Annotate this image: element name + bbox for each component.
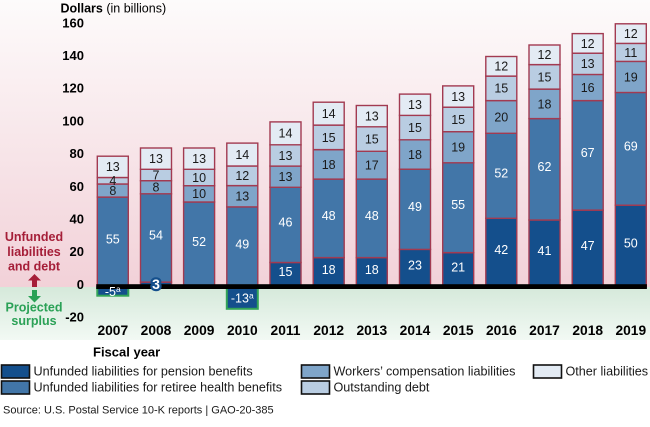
- svg-text:7: 7: [153, 168, 160, 182]
- svg-text:2009: 2009: [184, 323, 215, 338]
- svg-text:2016: 2016: [486, 323, 517, 338]
- svg-text:2018: 2018: [572, 323, 603, 338]
- svg-text:13: 13: [279, 149, 293, 163]
- svg-text:2017: 2017: [529, 323, 560, 338]
- svg-text:liabilities: liabilities: [7, 245, 61, 259]
- svg-text:0: 0: [77, 277, 84, 292]
- svg-text:21: 21: [451, 260, 465, 274]
- svg-text:19: 19: [451, 141, 465, 155]
- svg-text:16: 16: [581, 81, 595, 95]
- svg-text:18: 18: [365, 263, 379, 277]
- svg-text:14: 14: [279, 127, 293, 141]
- svg-text:19: 19: [624, 70, 638, 84]
- svg-text:60: 60: [70, 179, 84, 194]
- svg-text:Fiscal year: Fiscal year: [93, 345, 160, 360]
- svg-text:18: 18: [408, 148, 422, 162]
- svg-text:Dollars (in billions): Dollars (in billions): [61, 1, 167, 15]
- svg-text:12: 12: [624, 27, 638, 41]
- svg-text:11: 11: [624, 46, 637, 60]
- svg-text:10: 10: [192, 171, 206, 185]
- svg-text:13: 13: [192, 152, 206, 166]
- svg-text:2012: 2012: [313, 323, 344, 338]
- svg-text:55: 55: [451, 198, 465, 212]
- svg-text:13: 13: [149, 152, 163, 166]
- svg-text:14: 14: [322, 107, 336, 121]
- svg-text:20: 20: [70, 244, 84, 259]
- svg-text:12: 12: [494, 60, 508, 74]
- svg-text:48: 48: [322, 209, 336, 223]
- svg-text:10: 10: [192, 187, 206, 201]
- svg-text:2008: 2008: [141, 323, 172, 338]
- svg-text:67: 67: [581, 146, 595, 160]
- svg-text:40: 40: [70, 212, 84, 227]
- svg-text:52: 52: [192, 235, 206, 249]
- svg-text:17: 17: [365, 159, 379, 173]
- svg-text:48: 48: [365, 209, 379, 223]
- svg-text:3: 3: [152, 276, 160, 292]
- svg-text:100: 100: [62, 113, 84, 128]
- svg-text:Unfunded liabilities for retir: Unfunded liabilities for retiree health …: [34, 380, 283, 394]
- svg-text:Projected: Projected: [6, 301, 63, 315]
- svg-text:18: 18: [538, 97, 552, 111]
- svg-text:13: 13: [451, 90, 465, 104]
- svg-text:140: 140: [62, 48, 84, 63]
- svg-text:-20: -20: [65, 310, 84, 325]
- svg-text:12: 12: [581, 37, 595, 51]
- svg-text:12: 12: [538, 48, 552, 62]
- svg-text:12: 12: [235, 169, 249, 183]
- svg-text:55: 55: [106, 233, 120, 247]
- svg-text:13: 13: [365, 110, 379, 124]
- svg-text:50: 50: [624, 237, 638, 251]
- svg-text:8: 8: [109, 184, 116, 198]
- svg-text:13: 13: [235, 190, 249, 204]
- svg-text:18: 18: [322, 263, 336, 277]
- svg-text:62: 62: [538, 160, 552, 174]
- svg-text:49: 49: [235, 237, 249, 251]
- svg-text:13: 13: [106, 160, 120, 174]
- svg-text:46: 46: [279, 215, 293, 229]
- svg-text:surplus: surplus: [11, 314, 56, 328]
- svg-text:2014: 2014: [400, 323, 431, 338]
- svg-text:15: 15: [494, 82, 508, 96]
- svg-text:160: 160: [62, 15, 84, 30]
- svg-text:18: 18: [322, 158, 336, 172]
- svg-text:and debt: and debt: [8, 260, 61, 274]
- svg-text:Unfunded: Unfunded: [5, 230, 63, 244]
- svg-text:15: 15: [408, 121, 422, 135]
- svg-text:4: 4: [109, 174, 116, 188]
- svg-text:15: 15: [279, 265, 293, 279]
- svg-text:23: 23: [408, 259, 422, 273]
- svg-text:Other liabilities: Other liabilities: [566, 364, 649, 378]
- svg-text:2019: 2019: [615, 323, 646, 338]
- svg-text:14: 14: [235, 148, 249, 162]
- svg-text:15: 15: [451, 113, 465, 127]
- svg-text:42: 42: [494, 243, 508, 257]
- svg-text:20: 20: [494, 110, 508, 124]
- svg-text:2011: 2011: [271, 323, 301, 338]
- svg-text:49: 49: [408, 200, 422, 214]
- svg-text:54: 54: [149, 229, 163, 243]
- svg-text:Workers’ compensation liabilit: Workers’ compensation liabilities: [334, 364, 516, 378]
- svg-text:13: 13: [408, 98, 422, 112]
- svg-text:15: 15: [365, 132, 379, 146]
- svg-text:15: 15: [538, 70, 552, 84]
- svg-text:15: 15: [322, 131, 336, 145]
- svg-text:-13a: -13a: [231, 291, 254, 306]
- svg-text:2007: 2007: [97, 323, 128, 338]
- svg-text:47: 47: [581, 239, 595, 253]
- svg-text:41: 41: [538, 244, 552, 258]
- svg-text:13: 13: [279, 170, 293, 184]
- svg-text:Outstanding debt: Outstanding debt: [334, 380, 430, 394]
- svg-text:Unfunded liabilities for pensi: Unfunded liabilities for pension benefit…: [34, 364, 253, 378]
- svg-text:120: 120: [62, 81, 84, 96]
- svg-text:Source: U.S. Postal Service 10: Source: U.S. Postal Service 10-K reports…: [3, 404, 274, 416]
- svg-text:13: 13: [581, 57, 595, 71]
- svg-text:8: 8: [153, 181, 160, 195]
- svg-text:2010: 2010: [227, 323, 258, 338]
- svg-text:52: 52: [494, 166, 508, 180]
- svg-text:69: 69: [624, 139, 638, 153]
- svg-text:2015: 2015: [443, 323, 474, 338]
- svg-text:2013: 2013: [356, 323, 387, 338]
- svg-text:80: 80: [70, 146, 84, 161]
